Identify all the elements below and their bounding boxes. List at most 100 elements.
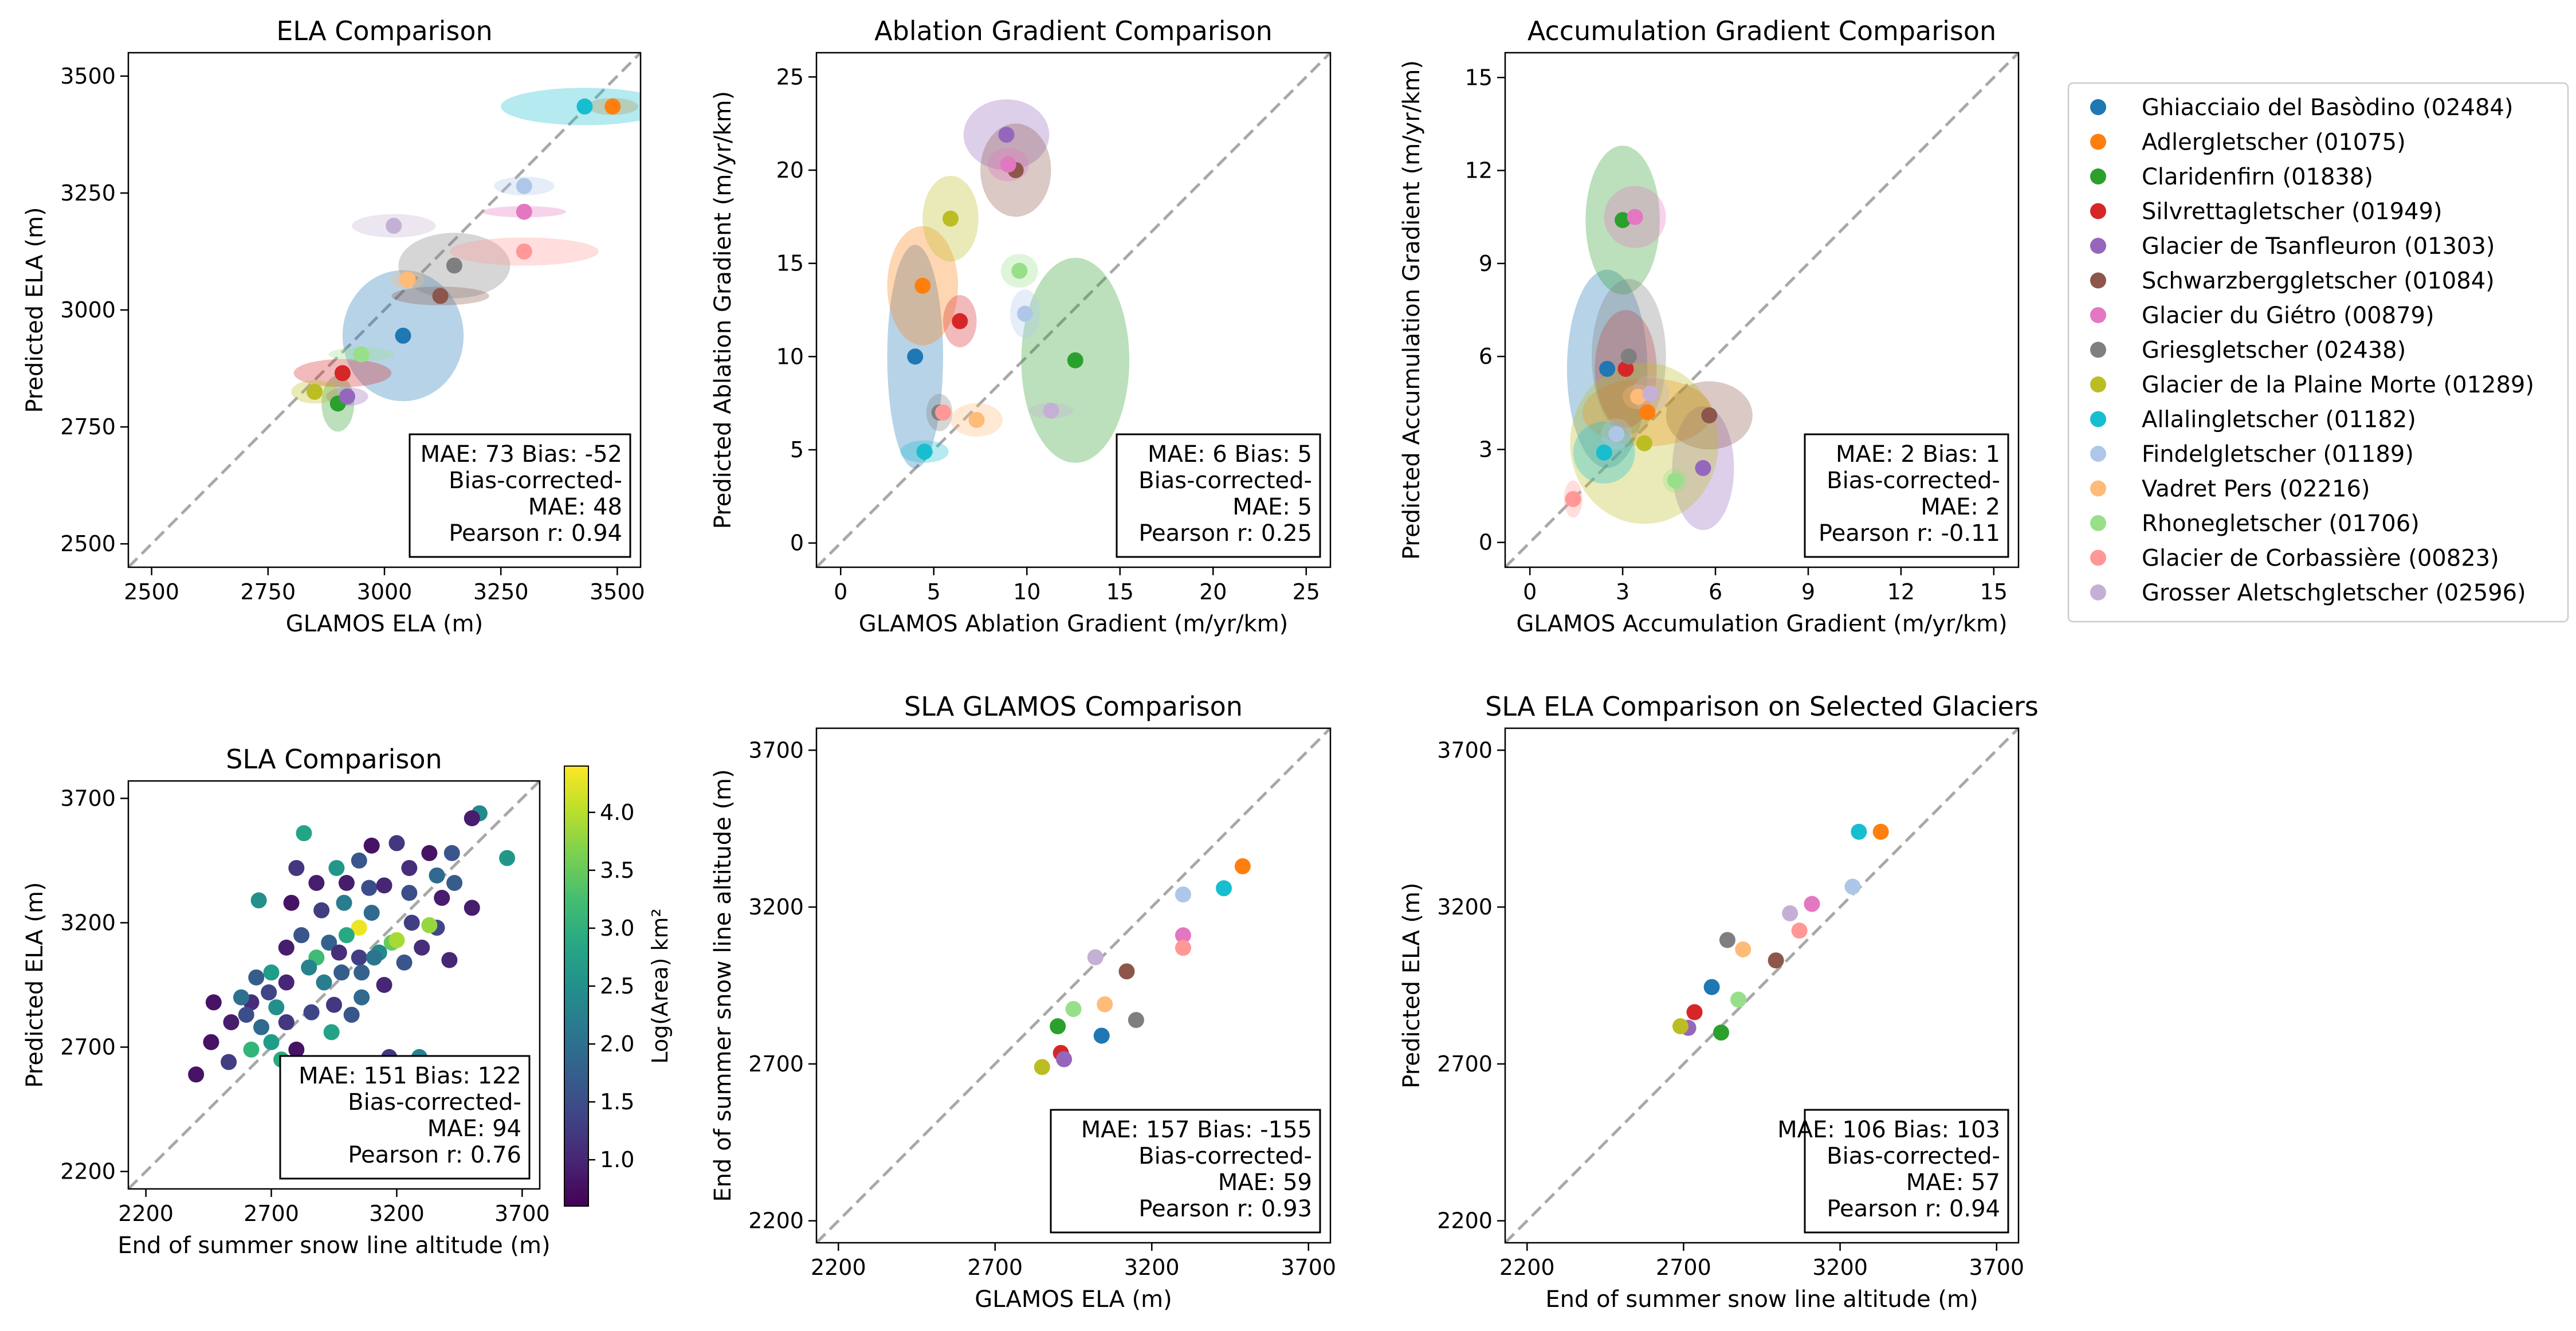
data-point	[516, 178, 532, 194]
stats-line: Pearson r: -0.11	[1819, 520, 2000, 547]
x-tick-label: 3200	[369, 1201, 425, 1226]
colorbar-bar	[564, 765, 589, 1207]
data-point	[288, 859, 305, 876]
data-point	[1686, 1004, 1703, 1020]
legend-marker	[2090, 203, 2106, 219]
data-point	[263, 964, 280, 981]
data-point	[1851, 823, 1867, 840]
data-point	[464, 810, 480, 827]
legend-marker	[2090, 341, 2106, 358]
data-point	[998, 127, 1015, 143]
data-point	[307, 383, 323, 400]
x-axis-label: GLAMOS ELA (m)	[286, 611, 483, 637]
plot-frame	[127, 780, 541, 1190]
data-point	[1043, 402, 1059, 419]
data-point	[1672, 1018, 1688, 1035]
data-point	[326, 996, 342, 1013]
x-tick-label: 20	[1199, 579, 1227, 604]
data-point	[1620, 348, 1637, 365]
data-point	[1118, 963, 1135, 980]
y-tick-label: 5	[790, 437, 804, 462]
data-point	[338, 875, 355, 891]
legend-marker	[2090, 480, 2106, 497]
chart-title: SLA ELA Comparison on Selected Glaciers	[1485, 691, 2039, 722]
data-point	[221, 1054, 237, 1070]
panel-5: 2200 2700 3200 3700 2200 2700 3200 3700 SLA GLAM…	[710, 691, 1336, 1313]
data-point	[516, 203, 532, 220]
data-point	[1128, 1012, 1144, 1028]
data-point	[396, 954, 413, 971]
data-point	[303, 1004, 320, 1020]
x-axis-label: GLAMOS ELA (m)	[975, 1286, 1172, 1313]
y-tick-label: 6	[1479, 344, 1493, 369]
stats-frame	[409, 433, 631, 558]
data-point	[243, 1041, 260, 1058]
y-tick-label: 2750	[60, 414, 116, 439]
stats-line: MAE: 48	[528, 494, 622, 520]
legend-marker	[2090, 515, 2106, 531]
y-tick-label: 15	[776, 251, 804, 276]
data-point	[1617, 360, 1634, 377]
legend-label: Glacier de Corbassière (00823)	[2142, 545, 2499, 572]
data-point	[283, 894, 300, 911]
y-tick-label: 2500	[60, 531, 116, 556]
data-point	[1087, 949, 1104, 965]
data-point	[1067, 352, 1083, 368]
data-point	[1565, 490, 1581, 507]
data-point	[313, 902, 330, 918]
y-axis-label: End of summer snow line altitude (m)	[710, 769, 736, 1202]
legend-label: Glacier de Tsanfleuron (01303)	[2142, 233, 2495, 260]
plot-frame	[815, 52, 1332, 568]
data-point	[351, 949, 367, 966]
data-point	[388, 835, 405, 851]
panel-4: 2200 2700 3200 3700 2200 2700 3200 3700 SLA Comp…	[22, 744, 551, 1259]
data-point	[223, 1014, 239, 1031]
colorbar-tick-label: 2.5	[600, 973, 634, 999]
stats-frame	[279, 1055, 531, 1180]
x-tick-label: 6	[1709, 579, 1722, 604]
data-point	[278, 974, 294, 991]
legend-label: Griesgletscher (02438)	[2142, 337, 2406, 364]
stats-line: MAE: 94	[427, 1116, 521, 1142]
data-point	[338, 927, 355, 944]
stats-line: Pearson r: 0.94	[1827, 1196, 2000, 1222]
legend-label: Findelgletscher (01189)	[2142, 441, 2414, 468]
data-point	[366, 949, 383, 966]
data-point	[261, 984, 277, 1001]
plot-area	[816, 53, 1330, 567]
data-point	[363, 905, 380, 921]
legend-marker	[2090, 446, 2106, 462]
plot-frame	[815, 727, 1332, 1244]
data-point	[401, 859, 418, 876]
data-point	[434, 890, 450, 906]
chart-title: Ablation Gradient Comparison	[874, 15, 1273, 46]
data-point	[233, 989, 250, 1006]
identity-line	[816, 728, 1330, 1243]
stats-line: Bias-corrected-	[1138, 468, 1312, 494]
stats-line: MAE: 151 Bias: 122	[299, 1063, 521, 1089]
data-point	[1735, 941, 1752, 958]
x-tick-label: 3200	[1812, 1255, 1868, 1280]
data-point	[1844, 878, 1861, 895]
data-point	[446, 257, 462, 274]
stats-line: MAE: 5	[1232, 494, 1312, 520]
y-tick-label: 2700	[1437, 1051, 1493, 1077]
data-point	[403, 914, 420, 931]
y-axis-label: Predicted ELA (m)	[1399, 882, 1425, 1088]
data-point	[1695, 460, 1711, 476]
stats-line: Bias-corrected-	[449, 468, 622, 494]
data-point	[238, 1007, 254, 1023]
data-point	[1234, 858, 1251, 874]
y-axis-label: Predicted ELA (m)	[22, 207, 48, 413]
x-tick-label: 0	[1523, 579, 1537, 604]
data-point	[914, 277, 931, 294]
data-point	[361, 880, 378, 896]
data-point	[353, 346, 370, 363]
data-point	[1719, 932, 1735, 948]
data-point	[1608, 426, 1625, 442]
